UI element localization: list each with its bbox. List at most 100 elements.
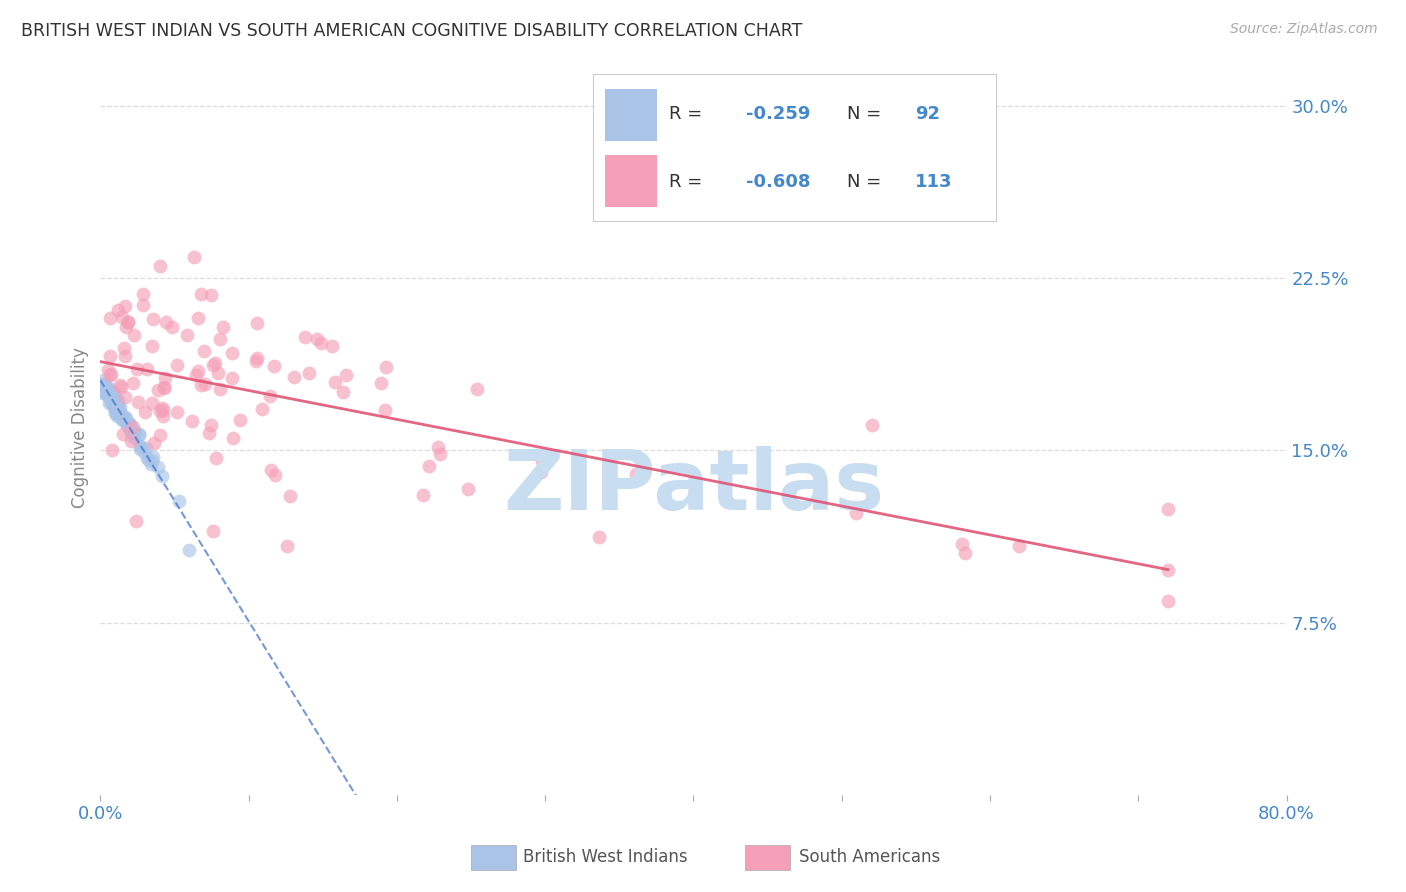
Point <box>139 457 162 471</box>
Point <box>190 287 212 301</box>
Point <box>91 377 114 392</box>
Point <box>101 398 124 412</box>
Point <box>332 385 354 400</box>
Point <box>141 339 163 353</box>
Point <box>323 375 346 389</box>
Point <box>374 360 396 375</box>
Point <box>1008 539 1031 553</box>
Point <box>124 327 146 342</box>
Point <box>117 314 139 328</box>
Point <box>93 380 115 394</box>
Y-axis label: Cognitive Disability: Cognitive Disability <box>72 347 89 508</box>
Point <box>167 494 190 508</box>
Point <box>122 419 145 434</box>
Point <box>101 395 124 409</box>
Point <box>107 302 129 317</box>
Point <box>176 328 198 343</box>
Point <box>294 330 316 344</box>
Point <box>298 366 321 380</box>
Point <box>530 454 553 468</box>
Point <box>132 287 155 301</box>
Point <box>103 401 125 415</box>
Point <box>135 441 157 455</box>
Point <box>221 346 243 360</box>
Point <box>194 377 217 392</box>
Point <box>129 438 152 452</box>
Point <box>142 312 165 326</box>
Point <box>105 409 128 423</box>
Point <box>184 368 207 382</box>
Point <box>276 539 298 553</box>
Point <box>107 397 129 411</box>
Point <box>101 386 124 401</box>
Point <box>114 410 136 425</box>
Point <box>121 429 143 443</box>
Point <box>155 315 177 329</box>
Point <box>278 489 301 503</box>
Point <box>121 425 143 439</box>
Point <box>103 384 125 399</box>
Point <box>98 390 121 404</box>
Point <box>950 536 973 550</box>
Point <box>187 311 209 326</box>
Point <box>321 339 343 353</box>
Point <box>246 351 269 366</box>
Point <box>429 446 451 460</box>
Point <box>96 380 118 394</box>
Point <box>143 436 166 450</box>
Point <box>207 366 229 380</box>
Point <box>149 259 172 273</box>
Point <box>97 386 120 401</box>
Point <box>100 392 122 406</box>
Text: BRITISH WEST INDIAN VS SOUTH AMERICAN COGNITIVE DISABILITY CORRELATION CHART: BRITISH WEST INDIAN VS SOUTH AMERICAN CO… <box>21 22 803 40</box>
Point <box>200 418 222 433</box>
Point <box>97 385 120 400</box>
Point <box>112 409 135 424</box>
Point <box>122 376 145 391</box>
Point <box>187 363 209 377</box>
Point <box>105 400 128 414</box>
Point <box>198 426 221 441</box>
Point <box>98 368 121 382</box>
Point <box>97 396 120 410</box>
Point <box>263 359 285 374</box>
Point <box>96 387 118 401</box>
Point <box>212 320 235 334</box>
Point <box>1157 593 1180 607</box>
Point <box>202 358 225 372</box>
Point <box>120 434 142 448</box>
Point <box>124 426 146 441</box>
Point <box>114 299 136 313</box>
Point <box>132 298 155 312</box>
Point <box>98 349 121 363</box>
Point <box>104 406 127 420</box>
Point <box>107 393 129 408</box>
Point <box>153 381 176 395</box>
Point <box>118 417 141 431</box>
Point <box>222 431 245 445</box>
Point <box>107 400 129 414</box>
Point <box>107 403 129 417</box>
Point <box>101 442 124 457</box>
Point <box>107 397 129 411</box>
Point <box>100 392 122 406</box>
Point <box>114 390 136 404</box>
Point <box>134 405 156 419</box>
Point <box>98 382 121 396</box>
Point <box>96 387 118 401</box>
Point <box>953 546 976 560</box>
Point <box>166 405 188 419</box>
Point <box>94 378 117 392</box>
Point <box>128 428 150 442</box>
Point <box>457 483 479 497</box>
Point <box>204 356 226 370</box>
Point <box>117 419 139 434</box>
Point <box>108 400 131 414</box>
Point <box>104 399 127 413</box>
Point <box>264 467 287 482</box>
Point <box>117 416 139 430</box>
Point <box>118 417 141 431</box>
Point <box>103 398 125 412</box>
Point <box>1157 563 1180 577</box>
Point <box>155 371 177 385</box>
